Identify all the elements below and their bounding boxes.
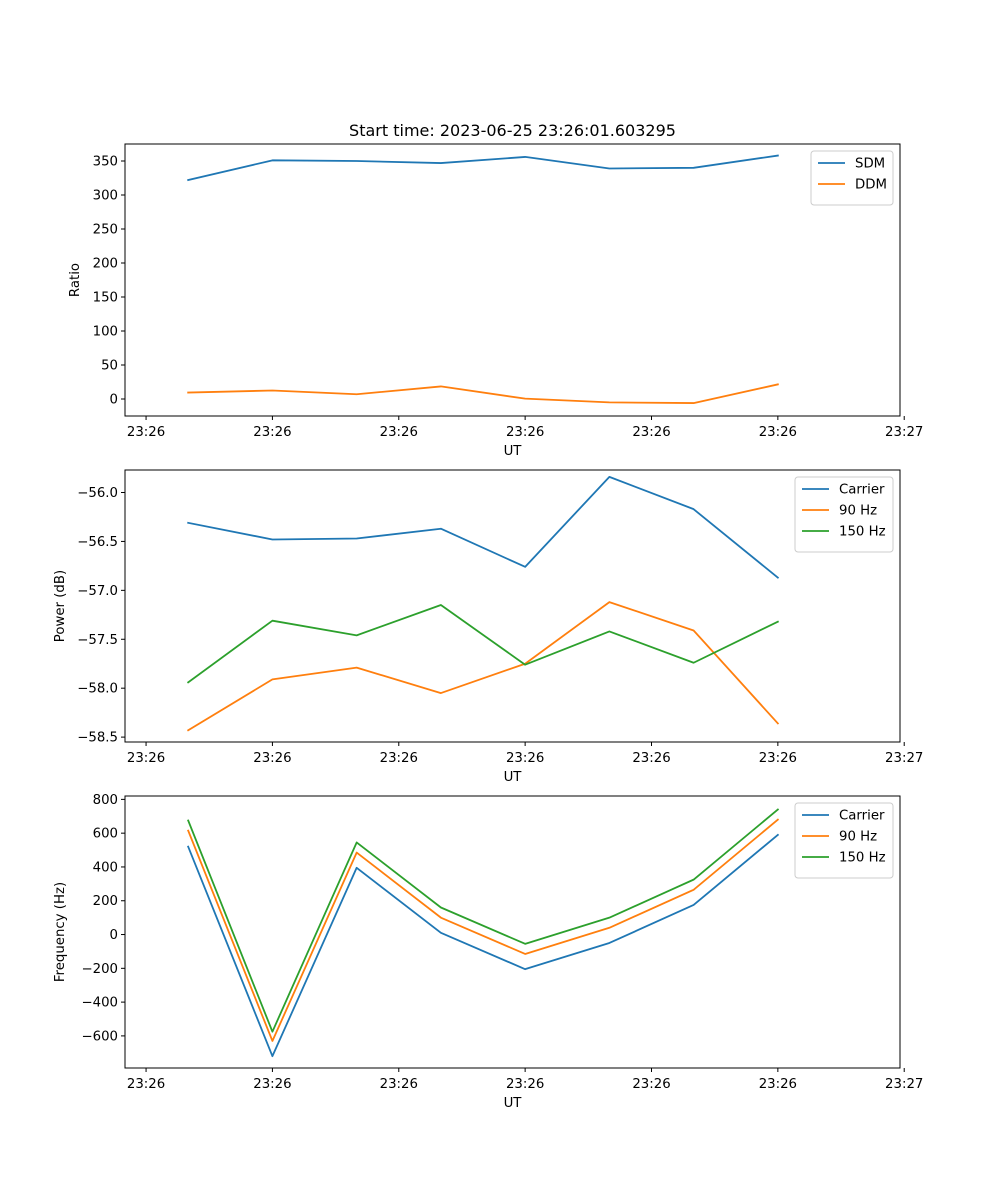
legend-label: Carrier <box>839 809 885 824</box>
x-tick-label: 23:27 <box>885 425 923 440</box>
y-axis-label: Power (dB) <box>53 570 68 642</box>
legend-box <box>794 476 894 553</box>
legend: Carrier 90 Hz 150 Hz <box>794 476 894 553</box>
legend-label: 150 Hz <box>839 851 886 866</box>
x-tick-label: 23:26 <box>253 1077 291 1092</box>
y-tick-label: 250 <box>93 223 118 238</box>
axes-frame <box>124 143 901 417</box>
y-tick-label: 0 <box>110 393 118 408</box>
series-line-150-hz <box>187 808 780 1033</box>
x-tick-label: 23:26 <box>632 1077 670 1092</box>
series-line-90-hz <box>187 818 780 1042</box>
x-tick-label: 23:26 <box>506 751 544 766</box>
axes-frame <box>124 795 901 1069</box>
figure-title: Start time: 2023-06-25 23:26:01.603295 <box>349 121 676 140</box>
x-tick-label: 23:26 <box>632 425 670 440</box>
y-tick-label: 50 <box>101 359 118 374</box>
x-axis-label: UT <box>504 770 523 785</box>
y-axis-label: Frequency (Hz) <box>53 882 68 982</box>
series-line-carrier <box>187 833 780 1058</box>
y-tick-label: 0 <box>110 928 118 943</box>
x-tick-label: 23:26 <box>759 751 797 766</box>
y-tick-label: 150 <box>93 291 118 306</box>
chart-panel-3: 23:26 23:26 23:26 23:26 23:26 23:26 23:27 −600 −… <box>53 793 923 1111</box>
x-tick-label: 23:27 <box>885 751 923 766</box>
y-tick-label: 200 <box>93 257 118 272</box>
x-axis-label: UT <box>504 444 523 459</box>
x-tick-label: 23:26 <box>632 751 670 766</box>
series-line-carrier <box>187 475 780 579</box>
y-tick-label: 350 <box>93 155 118 170</box>
legend-label: 90 Hz <box>839 830 877 845</box>
y-tick-label: 200 <box>93 894 118 909</box>
x-tick-label: 23:26 <box>759 425 797 440</box>
legend-label: DDM <box>855 178 887 193</box>
y-tick-label: −58.0 <box>77 682 118 697</box>
x-tick-label: 23:26 <box>253 425 291 440</box>
y-tick-label: −58.5 <box>77 731 118 746</box>
axes-frame <box>124 469 901 743</box>
y-tick-label: −200 <box>81 962 118 977</box>
y-tick-label: −600 <box>81 1029 118 1044</box>
charts: 23:26 23:26 23:26 23:26 23:26 23:26 23:27 0 50 10… <box>53 143 923 1111</box>
x-tick-label: 23:26 <box>380 751 418 766</box>
x-axis-label: UT <box>504 1096 523 1111</box>
x-tick-label: 23:26 <box>380 1077 418 1092</box>
legend-label: SDM <box>855 157 885 172</box>
series-line-sdm <box>187 154 779 182</box>
chart-panel-1: 23:26 23:26 23:26 23:26 23:26 23:26 23:27 0 50 10… <box>68 143 923 459</box>
legend-label: Carrier <box>839 483 885 498</box>
legend-label: 90 Hz <box>839 504 877 519</box>
y-tick-label: −400 <box>81 996 118 1011</box>
legend: SDM DDM <box>810 150 894 206</box>
y-axis-label: Ratio <box>68 263 83 297</box>
y-tick-label: 100 <box>93 325 118 340</box>
legend-label: 150 Hz <box>839 525 886 540</box>
x-tick-label: 23:26 <box>127 751 165 766</box>
legend-box <box>810 150 894 206</box>
y-tick-label: −56.5 <box>77 535 118 550</box>
y-tick-label: 800 <box>93 793 118 808</box>
y-tick-label: 600 <box>93 827 118 842</box>
x-tick-label: 23:26 <box>127 425 165 440</box>
series-line-ddm <box>187 383 779 404</box>
x-tick-label: 23:26 <box>759 1077 797 1092</box>
x-tick-label: 23:26 <box>253 751 291 766</box>
y-tick-label: −56.0 <box>77 486 118 501</box>
y-tick-label: −57.5 <box>77 633 118 648</box>
y-tick-label: 400 <box>93 860 118 875</box>
chart-panel-2: 23:26 23:26 23:26 23:26 23:26 23:26 23:27 −58.5… <box>53 469 923 785</box>
x-tick-label: 23:26 <box>506 425 544 440</box>
x-tick-label: 23:26 <box>127 1077 165 1092</box>
x-tick-label: 23:26 <box>506 1077 544 1092</box>
legend: Carrier 90 Hz 150 Hz <box>794 802 894 879</box>
series-line-90-hz <box>186 601 780 732</box>
x-tick-label: 23:26 <box>380 425 418 440</box>
x-tick-label: 23:27 <box>885 1077 923 1092</box>
legend-box <box>794 802 894 879</box>
y-tick-label: −57.0 <box>77 584 118 599</box>
series-line-150-hz <box>186 604 780 684</box>
y-tick-label: 300 <box>93 189 118 204</box>
